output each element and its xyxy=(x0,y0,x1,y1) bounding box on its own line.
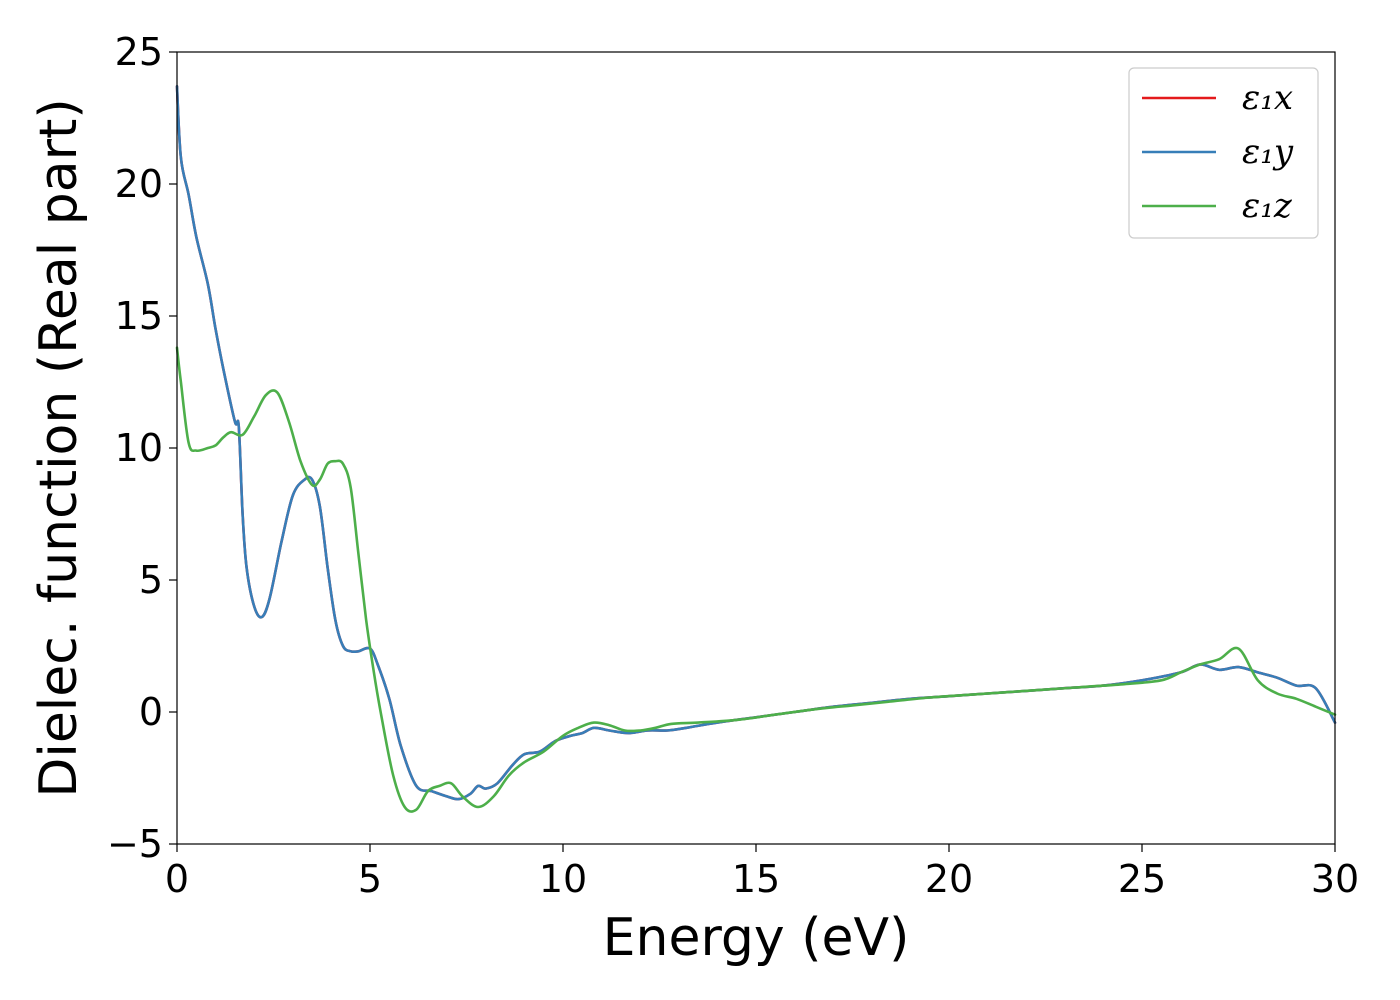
y-tick-label: 10 xyxy=(115,426,163,470)
y-axis-ticks: −5 0 5 10 15 20 25 xyxy=(107,30,177,866)
x-tick-label: 15 xyxy=(732,857,780,901)
y-axis-title: Dielec. function (Real part) xyxy=(29,98,89,797)
y-tick-label: 0 xyxy=(139,690,163,734)
series-line-epsilon1-z xyxy=(175,346,1337,813)
y-tick-label: 25 xyxy=(115,30,163,74)
y-tick-label: −5 xyxy=(107,822,163,866)
y-tick-label: 15 xyxy=(115,294,163,338)
x-tick-label: 5 xyxy=(358,857,382,901)
x-tick-label: 10 xyxy=(539,857,587,901)
legend: ε₁x ε₁y ε₁z xyxy=(1128,67,1319,239)
x-tick-label: 20 xyxy=(925,857,973,901)
y-tick-label: 5 xyxy=(139,558,163,602)
legend-label-epsilon1-y: ε₁y xyxy=(1242,132,1294,172)
x-tick-label: 30 xyxy=(1311,857,1359,901)
x-tick-label: 25 xyxy=(1118,857,1166,901)
x-axis-title: Energy (eV) xyxy=(603,908,910,968)
x-tick-label: 0 xyxy=(165,857,189,901)
legend-box xyxy=(1128,67,1319,239)
legend-label-epsilon1-z: ε₁z xyxy=(1242,186,1293,226)
legend-label-epsilon1-x: ε₁x xyxy=(1242,78,1293,118)
y-tick-label: 20 xyxy=(115,162,163,206)
plot-series-group xyxy=(175,85,1337,813)
x-axis-ticks: 0 5 10 15 20 25 30 xyxy=(165,844,1359,901)
